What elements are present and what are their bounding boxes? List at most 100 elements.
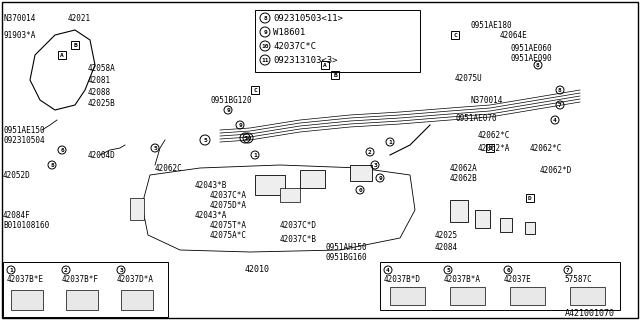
Bar (450, 287, 485, 305)
Bar (3, 262, 168, 317)
Text: 42037C*A: 42037C*A (210, 190, 247, 199)
Bar (514, 292, 540, 302)
Text: D: D (488, 146, 492, 150)
Text: 42037C*C: 42037C*C (273, 42, 316, 51)
Text: 0951AE180: 0951AE180 (470, 20, 511, 29)
Bar (70, 295, 94, 307)
Text: 42052D: 42052D (3, 171, 31, 180)
Text: 42062B: 42062B (450, 173, 477, 182)
Text: 42004D: 42004D (88, 150, 116, 159)
Text: 9: 9 (263, 29, 267, 35)
Text: W18601: W18601 (273, 28, 305, 36)
Text: 42037C*B: 42037C*B (280, 236, 317, 244)
Text: 0951BG160: 0951BG160 (325, 253, 367, 262)
Text: 0951AE150: 0951AE150 (3, 125, 45, 134)
Text: 42062A: 42062A (450, 164, 477, 172)
Text: N370014: N370014 (470, 95, 502, 105)
Bar (500, 218, 512, 232)
Text: 42075D*A: 42075D*A (210, 201, 247, 210)
Text: 8: 8 (558, 87, 562, 92)
Text: 9: 9 (238, 123, 242, 127)
Bar (380, 262, 620, 310)
Bar (450, 200, 468, 222)
Text: B010108160: B010108160 (3, 220, 49, 229)
Polygon shape (120, 138, 430, 260)
Text: 10: 10 (244, 135, 252, 140)
Text: 2: 2 (64, 268, 68, 273)
Text: 1: 1 (9, 268, 13, 273)
Text: 1: 1 (253, 153, 257, 157)
Bar (454, 292, 480, 302)
Text: A421001070: A421001070 (565, 309, 615, 318)
Bar (394, 292, 420, 302)
Text: 42037B*D: 42037B*D (384, 276, 421, 284)
Text: 5: 5 (243, 135, 247, 140)
Bar (11, 290, 43, 310)
Text: 4: 4 (386, 268, 390, 273)
Text: C: C (453, 33, 457, 37)
Text: 3: 3 (119, 268, 123, 273)
Text: 092313103<3>: 092313103<3> (273, 55, 337, 65)
Text: 5: 5 (446, 268, 450, 273)
Text: 91903*A: 91903*A (3, 30, 35, 39)
Text: 42075A*C: 42075A*C (210, 230, 247, 239)
Text: 1: 1 (388, 140, 392, 145)
Text: 42075U: 42075U (455, 74, 483, 83)
Text: 42064E: 42064E (500, 30, 528, 39)
Text: 42062*C: 42062*C (478, 131, 510, 140)
Text: 42043*A: 42043*A (195, 211, 227, 220)
Text: 0951AH150: 0951AH150 (325, 244, 367, 252)
Bar (525, 222, 535, 234)
Text: A: A (323, 62, 327, 68)
Text: 7: 7 (558, 102, 562, 108)
Text: 0951AE090: 0951AE090 (510, 53, 552, 62)
Bar (255, 10, 420, 72)
Text: 11: 11 (261, 58, 269, 62)
Text: 6: 6 (506, 268, 510, 273)
Bar (570, 287, 605, 305)
Text: 0951BG120: 0951BG120 (210, 95, 252, 105)
Text: 8: 8 (263, 15, 267, 20)
Text: 8: 8 (536, 62, 540, 68)
Text: 42043*B: 42043*B (195, 180, 227, 189)
Text: D: D (528, 196, 532, 201)
Text: 42075T*A: 42075T*A (210, 220, 247, 229)
Text: 57587C: 57587C (564, 276, 592, 284)
Bar (280, 188, 300, 202)
Text: 42037B*F: 42037B*F (62, 276, 99, 284)
Bar (50, 103, 70, 115)
Text: 9: 9 (226, 108, 230, 113)
Bar (574, 292, 600, 302)
Bar (350, 165, 372, 181)
Text: 42081: 42081 (88, 76, 111, 84)
Bar (66, 290, 98, 310)
Bar (300, 170, 325, 188)
Text: 5: 5 (153, 146, 157, 150)
Bar (475, 210, 490, 228)
Text: 42062*A: 42062*A (478, 143, 510, 153)
Text: 42037C*D: 42037C*D (280, 220, 317, 229)
Text: 9: 9 (378, 175, 382, 180)
Text: 42062C: 42062C (155, 164, 183, 172)
Text: 42025: 42025 (435, 230, 458, 239)
Text: 8: 8 (50, 163, 54, 167)
Text: 42037D*A: 42037D*A (117, 276, 154, 284)
Bar (130, 198, 144, 220)
Text: 092310504: 092310504 (3, 135, 45, 145)
Text: 7: 7 (566, 268, 570, 273)
Text: 42088: 42088 (88, 87, 111, 97)
Bar (125, 295, 149, 307)
Bar (121, 290, 153, 310)
Bar (510, 287, 545, 305)
Text: 0: 0 (358, 188, 362, 193)
Bar (255, 175, 285, 195)
Bar (390, 287, 425, 305)
Text: 42058A: 42058A (88, 63, 116, 73)
Text: 0951AE070: 0951AE070 (455, 114, 497, 123)
Text: C: C (253, 87, 257, 92)
Text: 6: 6 (60, 148, 64, 153)
Text: 10: 10 (261, 44, 269, 49)
Text: 42037E: 42037E (504, 276, 532, 284)
Text: B: B (73, 43, 77, 47)
Text: 42084: 42084 (435, 244, 458, 252)
